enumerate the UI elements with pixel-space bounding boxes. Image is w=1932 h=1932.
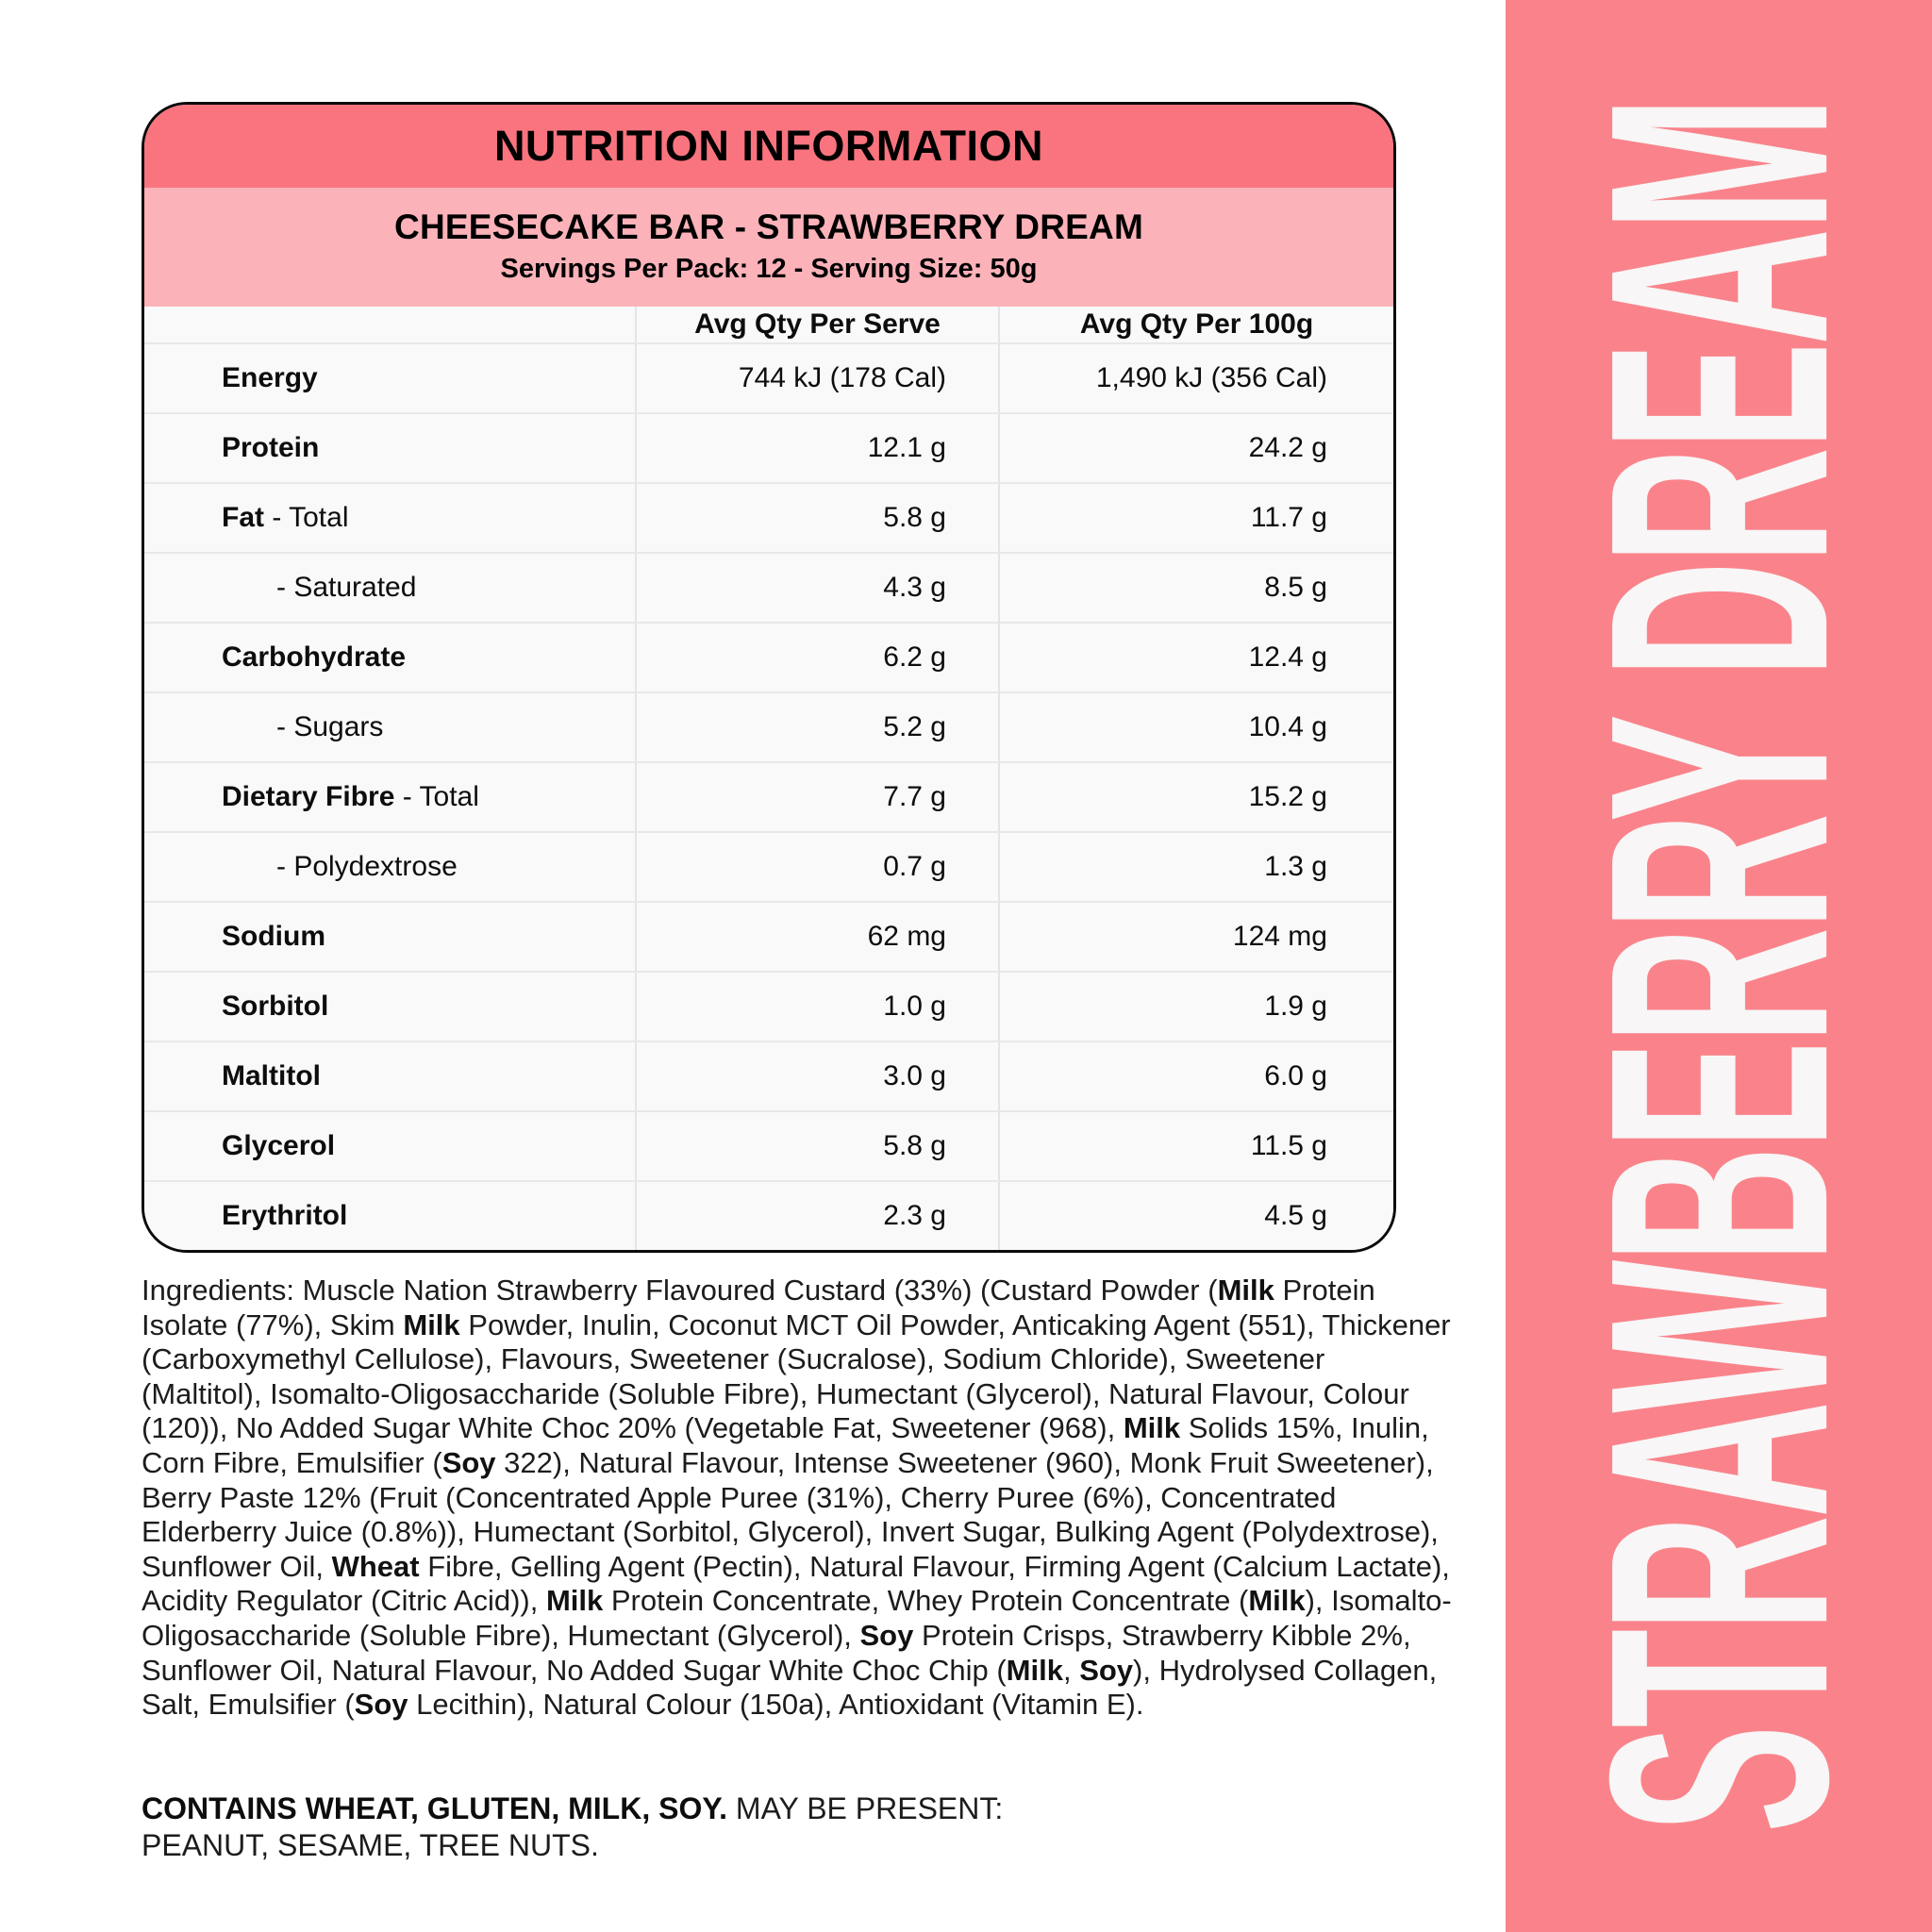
value-per-serve: 2.3 g xyxy=(635,1182,998,1250)
nutrient-label: - Saturated xyxy=(276,572,417,603)
value-per-100g: 124 mg xyxy=(998,903,1393,971)
value-per-100g: 6.0 g xyxy=(998,1042,1393,1110)
product-name: CHEESECAKE BAR - STRAWBERRY DREAM xyxy=(394,208,1143,246)
nutrient-label: Sorbitol xyxy=(222,991,329,1022)
serving-info: Servings Per Pack: 12 - Serving Size: 50… xyxy=(500,254,1038,284)
value-per-100g: 11.7 g xyxy=(998,484,1393,552)
nutrient-label: Carbohydrate xyxy=(222,641,407,673)
value-per-100g: 1,490 kJ (356 Cal) xyxy=(998,344,1393,412)
value-per-serve: 0.7 g xyxy=(635,833,998,901)
table-row: Maltitol 3.0 g 6.0 g xyxy=(144,1041,1393,1110)
nutrient-label: Erythritol xyxy=(222,1200,348,1231)
value-per-serve: 5.8 g xyxy=(635,484,998,552)
value-per-100g: 12.4 g xyxy=(998,624,1393,691)
nutrient-label: Sodium xyxy=(222,921,325,952)
value-per-serve: 62 mg xyxy=(635,903,998,971)
value-per-serve: 1.0 g xyxy=(635,973,998,1041)
value-per-serve: 5.2 g xyxy=(635,693,998,761)
nutrient-label: - Sugars xyxy=(276,711,384,742)
value-per-100g: 4.5 g xyxy=(998,1182,1393,1250)
table-row: Dietary Fibre - Total 7.7 g 15.2 g xyxy=(144,761,1393,831)
value-per-serve: 5.8 g xyxy=(635,1112,998,1180)
nutrient-label: Glycerol xyxy=(222,1130,336,1161)
value-per-serve: 12.1 g xyxy=(635,414,998,482)
value-per-100g: 10.4 g xyxy=(998,693,1393,761)
value-per-100g: 15.2 g xyxy=(998,763,1393,831)
nutrient-label: Fat - Total xyxy=(222,502,349,533)
value-per-serve: 744 kJ (178 Cal) xyxy=(635,344,998,412)
table-row: - Sugars 5.2 g 10.4 g xyxy=(144,691,1393,761)
value-per-100g: 1.3 g xyxy=(998,833,1393,901)
nutrient-label: Dietary Fibre - Total xyxy=(222,781,479,812)
nutrient-label: - Polydextrose xyxy=(276,851,458,882)
table-row: Protein 12.1 g 24.2 g xyxy=(144,412,1393,482)
value-per-serve: 6.2 g xyxy=(635,624,998,691)
nutrient-label: Protein xyxy=(222,432,320,463)
table-row: Sodium 62 mg 124 mg xyxy=(144,901,1393,971)
value-per-serve: 7.7 g xyxy=(635,763,998,831)
value-per-serve: 4.3 g xyxy=(635,554,998,622)
table-row: Erythritol 2.3 g 4.5 g xyxy=(144,1180,1393,1250)
product-band: CHEESECAKE BAR - STRAWBERRY DREAM Servin… xyxy=(144,188,1393,307)
table-row: - Polydextrose 0.7 g 1.3 g xyxy=(144,831,1393,901)
nutrient-label: Maltitol xyxy=(222,1060,321,1091)
panel-title: NUTRITION INFORMATION xyxy=(493,122,1044,170)
table-row: Energy 744 kJ (178 Cal) 1,490 kJ (356 Ca… xyxy=(144,342,1393,412)
value-per-100g: 8.5 g xyxy=(998,554,1393,622)
allergen-statement: CONTAINS WHEAT, GLUTEN, MILK, SOY. MAY B… xyxy=(142,1790,1094,1864)
nutrition-table: Avg Qty Per Serve Avg Qty Per 100g Energ… xyxy=(144,307,1393,1250)
value-per-100g: 24.2 g xyxy=(998,414,1393,482)
value-per-100g: 11.5 g xyxy=(998,1112,1393,1180)
flavour-vertical-label: STRAWBERRY DREAM xyxy=(1544,99,1893,1833)
table-row: Sorbitol 1.0 g 1.9 g xyxy=(144,971,1393,1041)
panel-header-band: NUTRITION INFORMATION xyxy=(144,105,1393,188)
nutrition-panel: NUTRITION INFORMATION CHEESECAKE BAR - S… xyxy=(142,102,1396,1253)
value-per-serve: 3.0 g xyxy=(635,1042,998,1110)
table-header-row: Avg Qty Per Serve Avg Qty Per 100g xyxy=(144,307,1393,342)
allergen-may-be-present: MAY BE PRESENT: PEANUT, SESAME, TREE NUT… xyxy=(142,1791,1004,1862)
nutrient-label: Energy xyxy=(222,362,318,393)
ingredients-paragraph: Ingredients: Muscle Nation Strawberry Fl… xyxy=(142,1274,1452,1722)
col-header-per-serve: Avg Qty Per Serve xyxy=(635,307,998,342)
col-header-per-100g: Avg Qty Per 100g xyxy=(998,307,1393,342)
table-row: Carbohydrate 6.2 g 12.4 g xyxy=(144,622,1393,691)
flavour-sidebar: STRAWBERRY DREAM xyxy=(1506,0,1932,1932)
table-row: Glycerol 5.8 g 11.5 g xyxy=(144,1110,1393,1180)
allergen-contains: CONTAINS WHEAT, GLUTEN, MILK, SOY. xyxy=(142,1791,728,1825)
table-row: - Saturated 4.3 g 8.5 g xyxy=(144,552,1393,622)
table-row: Fat - Total 5.8 g 11.7 g xyxy=(144,482,1393,552)
value-per-100g: 1.9 g xyxy=(998,973,1393,1041)
